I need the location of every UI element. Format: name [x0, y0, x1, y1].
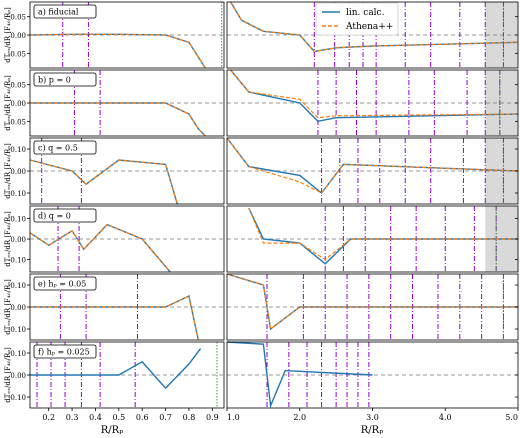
- y-tick-label: 0.00: [10, 32, 26, 40]
- panel-e: 0.10 0.00 -0.10 e) hₚ = 0.05 dTₑₓ/dR [F₄₀/Rₚ…: [4, 273, 519, 341]
- x-tick-label: 0.5: [112, 413, 125, 422]
- panel-label: f) hₚ = 0.025: [38, 348, 90, 357]
- x-tick-label: 3.0: [366, 413, 379, 422]
- legend-box: [315, 2, 399, 36]
- series-athena-right: [230, 69, 519, 119]
- y-tick-label: 0.00: [10, 100, 26, 108]
- panel-label: b) p = 0: [38, 76, 71, 85]
- series-lin-right: [226, 341, 373, 409]
- y-tick-label: -0.10: [8, 190, 26, 198]
- y-tick-label: -0.10: [8, 394, 26, 402]
- series-lin-left: [29, 159, 178, 205]
- y-axis-label: dTₑₓ/dR [F₄₀/Rₚ]: [4, 211, 12, 267]
- panel-c: 0.10 0.00 -0.10 c) q = 0.5 dTₑₓ/dR [F₄₀/Rₚ]: [4, 137, 519, 205]
- panel-label-box: [33, 72, 97, 87]
- y-tick-label: 0.10: [10, 215, 26, 223]
- x-tick-label: 5.0: [505, 413, 518, 422]
- x-axis: 0.2 0.3 0.4 0.5 0.6 0.7 0.8 0.9 1.0 2.0 3.0 4.0 5.0: [42, 408, 519, 422]
- y-axis-label: dTₑₓ/dR [F₄₀/Rₚ]: [4, 75, 12, 131]
- series-athena-left: [30, 295, 199, 341]
- x-tick-label: 0.8: [183, 413, 196, 422]
- x-tick-label: 1.0: [227, 413, 240, 422]
- y-tick-label: 0.10: [10, 146, 26, 154]
- panel-label: a) fiducial: [38, 8, 79, 17]
- series-lin-left: [30, 294, 199, 341]
- legend-lin-label: lin. calc.: [346, 8, 385, 18]
- y-tick-label: -0.05: [8, 118, 26, 126]
- panel-label-box: [33, 208, 97, 223]
- series-lin-right: [248, 207, 518, 265]
- y-axis-label: dTₑₓ/dR [F₄₀/Rₚ]: [4, 7, 12, 63]
- y-tick-label: -0.10: [8, 326, 26, 334]
- x-tick-label: 0.6: [136, 413, 149, 422]
- x-tick-label: 2.0: [293, 413, 306, 422]
- series-lin-right: [230, 69, 519, 123]
- y-axis-label: dTₑₓ/dR [F₄₀/Rₚ]: [4, 143, 12, 199]
- y-tick-label: 0.10: [10, 350, 26, 358]
- series-athena-left: [29, 159, 178, 205]
- series-lin-left: [30, 348, 202, 390]
- series-athena-left: [29, 33, 206, 69]
- y-tick-label: 0.00: [10, 372, 26, 380]
- y-tick-label: 0.00: [10, 168, 26, 176]
- panel-label: c) q = 0.5: [38, 144, 78, 153]
- panel-label: d) q = 0: [38, 212, 71, 221]
- series-lin-right: [226, 137, 519, 194]
- panel-d: 0.10 0.00 -0.10 d) q = 0 dTₑₓ/dR [F₄₀/Rₚ]: [4, 205, 519, 273]
- y-tick-label: 0.10: [10, 282, 26, 290]
- x-tick-label: 0.4: [89, 413, 102, 422]
- legend: lin. calc. Athena++: [315, 2, 399, 36]
- panel-label-box: [33, 276, 97, 291]
- y-tick-label: 0.00: [10, 236, 26, 244]
- series-athena-right: [248, 207, 518, 261]
- panel-f: 0.10 0.00 -0.10 f) hₚ = 0.025 dTₑₓ/dR [F₄₀/R…: [4, 341, 519, 409]
- x-tick-label: 0.7: [159, 413, 172, 422]
- x-tick-label: 4.0: [439, 413, 452, 422]
- y-tick-label: -0.10: [8, 257, 26, 265]
- series-lin-left: [29, 223, 171, 273]
- legend-athena-label: Athena++: [345, 22, 393, 32]
- y-tick-label: 0.00: [10, 304, 26, 312]
- panel-label-box: [33, 4, 97, 19]
- panel-b: 0.05 0.00 -0.05 b) p = 0 dTₑₓ/dR [F₄₀/Rₚ]: [4, 69, 519, 137]
- series-athena-left: [30, 102, 206, 137]
- y-axis-label: dTₑₓ/dR [F₄₀/Rₚ]: [4, 279, 12, 335]
- series-athena-right: [226, 273, 518, 331]
- series-lin-left: [29, 33, 206, 69]
- series-lin-right: [226, 273, 518, 331]
- y-tick-label: 0.05: [10, 14, 26, 22]
- series-lin-left: [30, 102, 206, 137]
- x-tick-label: 0.2: [42, 413, 55, 422]
- panel-label-box: [33, 344, 97, 359]
- x-axis-label-left: R/Rₚ: [101, 425, 123, 436]
- panels-group: 0.05 0.00 -0.05 a) fiducial dTₑₓ/dR [F₄₀/Rₚ]…: [4, 1, 519, 422]
- series-athena-right: [230, 1, 519, 53]
- y-tick-label: 0.05: [10, 82, 26, 90]
- y-tick-label: -0.05: [8, 50, 26, 58]
- x-tick-label: 0.9: [206, 413, 219, 422]
- y-axis-label: dTₑₓ/dR [F₄₀/Rₚ]: [4, 347, 12, 403]
- x-tick-label: 0.3: [66, 413, 79, 422]
- panel-label-box: [33, 140, 97, 155]
- panel-label: e) hₚ = 0.05: [38, 280, 86, 289]
- panel-a: 0.05 0.00 -0.05 a) fiducial dTₑₓ/dR [F₄₀/Rₚ]: [4, 1, 519, 69]
- x-axis-label-right: R/Rₚ: [361, 425, 383, 436]
